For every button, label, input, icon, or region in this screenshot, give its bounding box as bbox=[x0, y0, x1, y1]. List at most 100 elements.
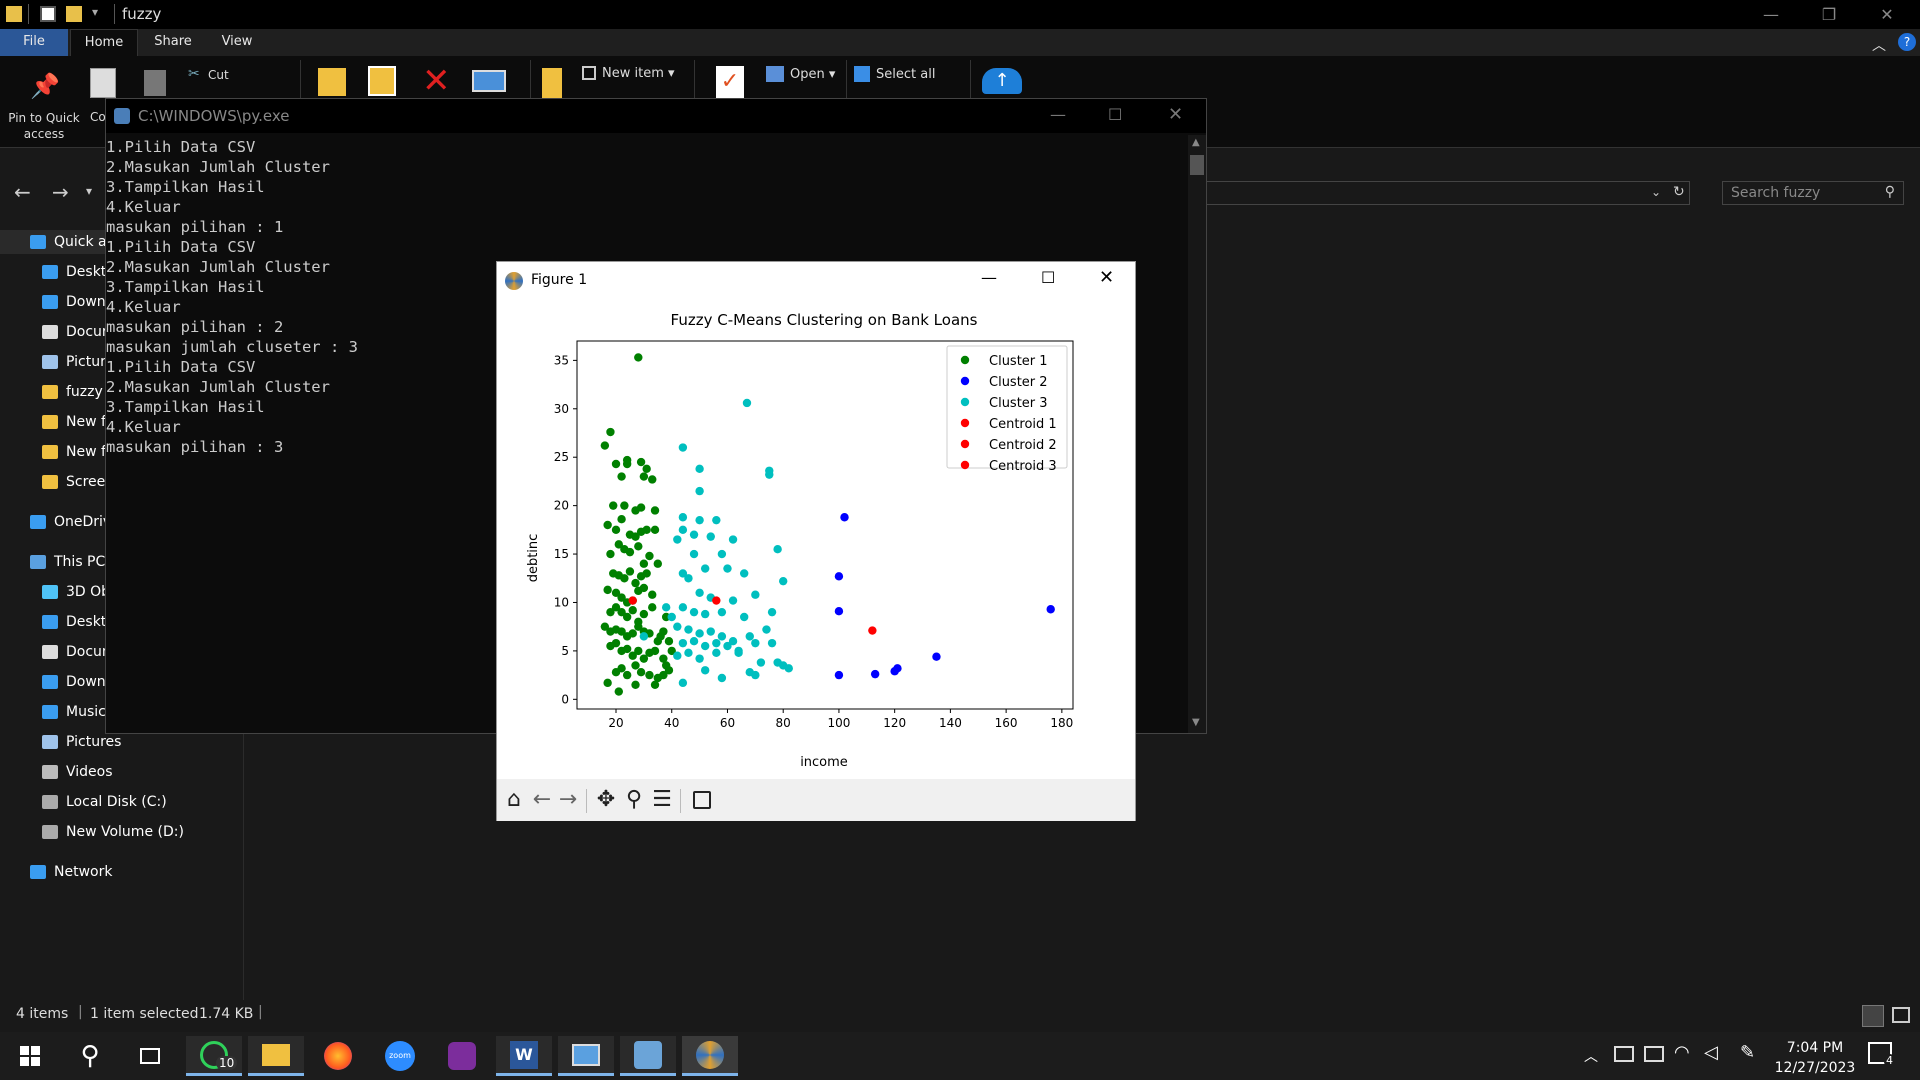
firefox-taskbar-button[interactable] bbox=[310, 1036, 366, 1076]
task-view-icon[interactable] bbox=[122, 1036, 178, 1076]
sidebar-item[interactable]: Screer bbox=[0, 470, 244, 494]
sidebar-item[interactable]: Docun bbox=[0, 640, 244, 664]
cloud-upload-icon[interactable]: ↑ bbox=[982, 68, 1022, 94]
data-point bbox=[689, 607, 699, 617]
start-button[interactable] bbox=[2, 1036, 58, 1076]
search-icon[interactable]: ⚲ bbox=[80, 1041, 100, 1071]
scrollbar[interactable]: ▲ ▼ bbox=[1188, 135, 1206, 733]
sidebar-item[interactable]: Music bbox=[0, 700, 244, 724]
maximize-button[interactable]: ☐ bbox=[1108, 105, 1123, 124]
large-icons-view-icon[interactable] bbox=[1892, 1007, 1910, 1023]
close-button[interactable]: ✕ bbox=[1880, 5, 1894, 24]
save-icon[interactable] bbox=[693, 791, 711, 809]
help-icon[interactable]: ? bbox=[1898, 33, 1916, 51]
sidebar-item[interactable]: Local Disk (C:) bbox=[0, 790, 244, 814]
sidebar-item[interactable]: Down bbox=[0, 290, 244, 314]
minimize-button[interactable]: — bbox=[1763, 5, 1779, 24]
sidebar-item[interactable]: 3D Ob bbox=[0, 580, 244, 604]
cut-button[interactable]: Cut bbox=[208, 68, 229, 82]
close-button[interactable]: ✕ bbox=[1168, 104, 1184, 125]
configure-subplots-icon[interactable]: ☰ bbox=[652, 787, 672, 812]
sidebar-item[interactable]: Down bbox=[0, 670, 244, 694]
zoom-taskbar-button[interactable]: zoom bbox=[372, 1036, 428, 1076]
details-view-icon[interactable] bbox=[1862, 1005, 1884, 1027]
refresh-icon[interactable]: ↻ bbox=[1673, 184, 1685, 200]
sidebar-item[interactable]: New Volume (D:) bbox=[0, 820, 244, 844]
data-point bbox=[648, 590, 657, 599]
sidebar-item[interactable]: Pictur bbox=[0, 350, 244, 374]
back-arrow-icon[interactable]: ← bbox=[532, 787, 552, 812]
figure-window[interactable]: Figure 1 — ☐ ✕ Fuzzy C-Means Clustering … bbox=[496, 261, 1136, 821]
sidebar-item[interactable]: New f bbox=[0, 440, 244, 464]
security-icon[interactable] bbox=[1644, 1046, 1664, 1062]
y-tick-label: 35 bbox=[554, 353, 569, 367]
copy-to-icon[interactable] bbox=[368, 66, 396, 96]
data-point bbox=[712, 596, 721, 605]
sidebar-item[interactable]: Docur bbox=[0, 320, 244, 344]
new-folder-icon[interactable] bbox=[66, 6, 82, 22]
ribbon-collapse-icon[interactable]: ︿ bbox=[1872, 38, 1886, 54]
new-item-button[interactable]: New item ▾ bbox=[602, 66, 675, 81]
properties-icon[interactable]: ✓ bbox=[716, 66, 744, 98]
data-point bbox=[779, 576, 788, 586]
wifi-icon[interactable]: ◠ bbox=[1674, 1042, 1690, 1063]
sidebar-item[interactable]: fuzzy bbox=[0, 380, 244, 404]
address-dropdown-icon[interactable]: ⌄ bbox=[1651, 185, 1662, 199]
forward-arrow-icon[interactable]: → bbox=[558, 787, 578, 812]
scrollbar-thumb[interactable] bbox=[1190, 155, 1204, 175]
clock[interactable]: 7:04 PM 12/27/2023 bbox=[1770, 1038, 1860, 1078]
word-taskbar-button[interactable]: W bbox=[496, 1036, 552, 1076]
show-hidden-icons-icon[interactable]: ︿ bbox=[1584, 1049, 1598, 1065]
open-button[interactable]: Open ▾ bbox=[790, 67, 836, 82]
sidebar-item[interactable]: This PC bbox=[0, 550, 244, 574]
minimize-button[interactable]: — bbox=[981, 268, 997, 287]
selection-size: 1.74 KB bbox=[199, 1006, 254, 1022]
close-button[interactable]: ✕ bbox=[1099, 267, 1115, 288]
tab-share[interactable]: Share bbox=[154, 34, 192, 49]
maximize-button[interactable]: ☐ bbox=[1041, 268, 1056, 287]
volume-icon[interactable]: ◁ bbox=[1704, 1042, 1718, 1063]
notification-icon[interactable]: 4 bbox=[1868, 1042, 1895, 1067]
matplotlib-taskbar-button[interactable] bbox=[682, 1036, 738, 1076]
explorer-titlebar: ▾ fuzzy — ❐ ✕ bbox=[0, 0, 1920, 29]
rename-icon[interactable] bbox=[472, 70, 506, 92]
cut-icon: ✂ bbox=[188, 66, 200, 82]
scroll-down-arrow-icon[interactable]: ▼ bbox=[1192, 717, 1200, 728]
minimize-button[interactable]: — bbox=[1050, 105, 1066, 124]
search-input[interactable]: Search fuzzy ⚲ bbox=[1722, 181, 1904, 205]
restore-button[interactable]: ❐ bbox=[1821, 5, 1837, 24]
whatsapp-taskbar-button[interactable]: 10 bbox=[186, 1036, 242, 1076]
python-launcher-taskbar-button[interactable] bbox=[620, 1036, 676, 1076]
zoom-icon[interactable]: ⚲ bbox=[625, 787, 643, 812]
back-arrow-icon[interactable]: ← bbox=[14, 180, 31, 204]
home-icon[interactable]: ⌂ bbox=[507, 787, 521, 812]
sidebar-item[interactable]: Deskto bbox=[0, 260, 244, 284]
sidebar-item[interactable]: Deskto bbox=[0, 610, 244, 634]
sidebar-item[interactable]: Network bbox=[0, 860, 244, 884]
sidebar-item[interactable]: Pictures bbox=[0, 730, 244, 754]
select-all-button[interactable]: Select all bbox=[876, 67, 936, 82]
delete-icon[interactable]: ✕ bbox=[422, 61, 451, 101]
sidebar-item[interactable]: New f bbox=[0, 410, 244, 434]
forward-arrow-icon[interactable]: → bbox=[52, 180, 69, 204]
pan-icon[interactable]: ✥ bbox=[596, 787, 616, 812]
move-to-icon[interactable] bbox=[318, 68, 346, 96]
new-folder-icon[interactable] bbox=[542, 68, 562, 98]
copy-button[interactable]: Co bbox=[90, 110, 106, 124]
properties-icon[interactable] bbox=[40, 6, 56, 22]
control-panel-taskbar-button[interactable] bbox=[558, 1036, 614, 1076]
sidebar-item[interactable]: OneDriv bbox=[0, 510, 244, 534]
scroll-up-arrow-icon[interactable]: ▲ bbox=[1192, 137, 1200, 148]
sidebar-item[interactable]: Videos bbox=[0, 760, 244, 784]
file-explorer-taskbar-button[interactable] bbox=[248, 1036, 304, 1076]
qat-dropdown-icon[interactable]: ▾ bbox=[92, 5, 99, 19]
tab-file[interactable]: File bbox=[0, 29, 68, 56]
pdf-app-taskbar-button[interactable] bbox=[434, 1036, 490, 1076]
recent-locations-icon[interactable]: ▾ bbox=[86, 184, 93, 198]
address-bar[interactable]: ↻ ⌄ bbox=[1200, 181, 1690, 205]
tab-view[interactable]: View bbox=[221, 34, 253, 49]
pin-to-quick-access-button[interactable]: Pin to Quick access bbox=[8, 111, 80, 141]
pen-icon[interactable]: ✎ bbox=[1740, 1042, 1756, 1063]
tab-home[interactable]: Home bbox=[70, 29, 138, 56]
battery-icon[interactable] bbox=[1614, 1046, 1634, 1062]
